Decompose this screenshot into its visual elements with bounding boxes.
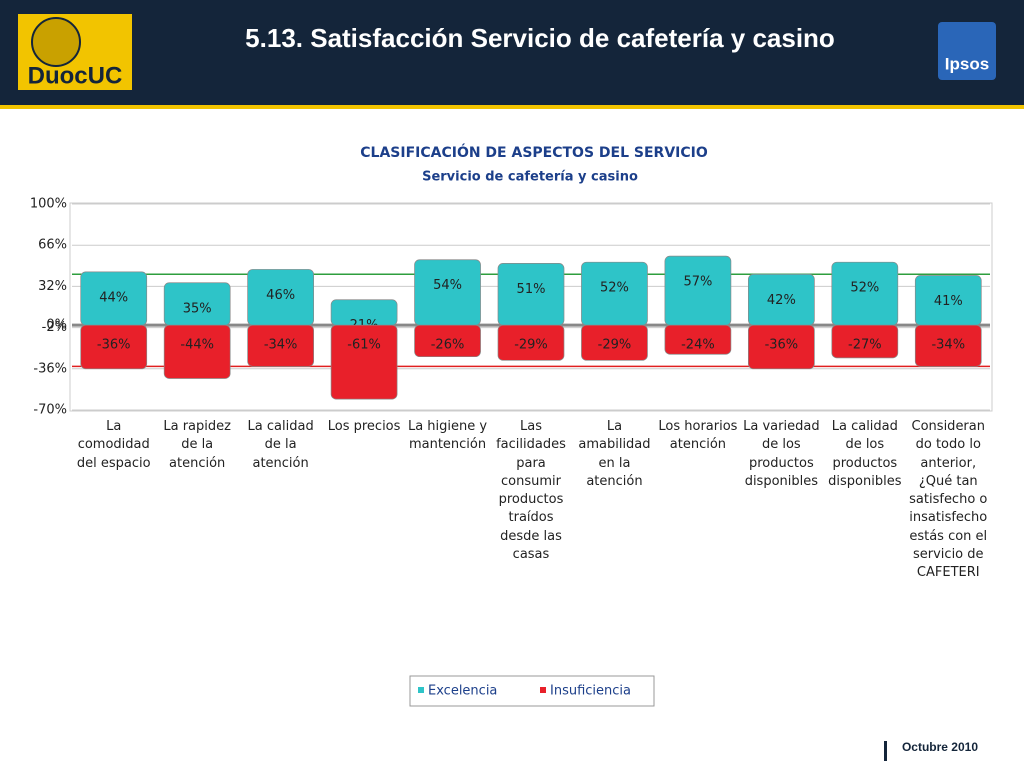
value-label: 51% [517, 282, 546, 297]
slide-title: 5.13. Satisfacción Servicio de cafetería… [245, 23, 835, 53]
value-label: -29% [514, 338, 548, 353]
bar [247, 324, 314, 367]
value-label: 57% [683, 275, 712, 290]
x-tick-label: La calidad de los productos disponibles [828, 419, 902, 489]
value-label: -34% [264, 338, 298, 353]
y-tick-label: -2% [42, 320, 67, 335]
value-label: -24% [681, 338, 715, 353]
header-bar [0, 0, 1024, 105]
value-label: -34% [931, 338, 965, 353]
footer-date: Octubre 2010 [902, 740, 978, 754]
bar [330, 324, 398, 400]
x-tick-label: La variedad de los productos disponibles [743, 419, 820, 489]
value-label: 54% [433, 278, 462, 293]
bar [497, 324, 565, 361]
value-label: 46% [266, 288, 295, 303]
y-tick-label: -36% [33, 361, 67, 376]
value-label: -44% [180, 338, 214, 353]
value-label: -61% [347, 338, 381, 353]
header-stripe [0, 105, 1024, 109]
legend-box [409, 675, 655, 707]
y-tick-label: 32% [38, 279, 67, 294]
value-label: 52% [850, 281, 879, 296]
y-tick-label: 100% [30, 197, 67, 212]
x-tick-label: La rapidez de la atención [163, 419, 231, 471]
value-label: 41% [934, 294, 963, 309]
x-tick-label: Considerando todo lo anterior, ¿Qué tan … [909, 419, 988, 581]
x-tick-label: La amabilidad en la atención [578, 419, 651, 489]
x-tick-label: La comodidad del espacio [76, 419, 151, 471]
legend-swatch [418, 687, 424, 693]
chart-subtitle: Servicio de cafetería y casino [422, 170, 638, 185]
legend-swatch [540, 687, 546, 693]
bar [914, 324, 982, 367]
logo-left: DuocUC [28, 62, 123, 89]
value-label: 52% [600, 281, 629, 296]
value-label: -27% [848, 338, 882, 353]
value-label: 44% [99, 290, 128, 305]
value-label: 35% [183, 301, 212, 316]
x-tick-label: Las facilidades para consumir productos … [496, 419, 566, 563]
x-tick-label: La higiene y mantención [407, 419, 488, 453]
bar [414, 324, 481, 358]
bar [748, 324, 815, 370]
bar [831, 324, 899, 359]
bar [80, 324, 148, 370]
x-tick-label: Los precios [327, 419, 401, 434]
y-tick-label: -70% [33, 403, 67, 418]
logo-right: Ipsos [945, 54, 989, 73]
bar [163, 324, 231, 379]
logo-seal [31, 17, 81, 67]
x-tick-label: Los horarios atención [658, 419, 738, 453]
footer-mark [884, 741, 887, 761]
value-label: -29% [598, 338, 632, 353]
bar [664, 255, 732, 326]
value-label: -36% [765, 338, 799, 353]
legend-label: Excelencia [428, 684, 497, 699]
y-tick-label: 66% [38, 238, 67, 253]
bar [664, 324, 732, 355]
chart-title: CLASIFICACIÓN DE ASPECTOS DEL SERVICIO [360, 143, 708, 161]
value-label: -26% [431, 338, 465, 353]
bar [581, 324, 648, 361]
value-label: -36% [97, 338, 131, 353]
y-tick-label: 0% [46, 318, 67, 333]
value-label: 42% [767, 293, 796, 308]
x-tick-label: La calidad de la atención [247, 419, 314, 471]
logo-right-box [938, 22, 996, 80]
legend-label: Insuficiencia [550, 684, 631, 699]
